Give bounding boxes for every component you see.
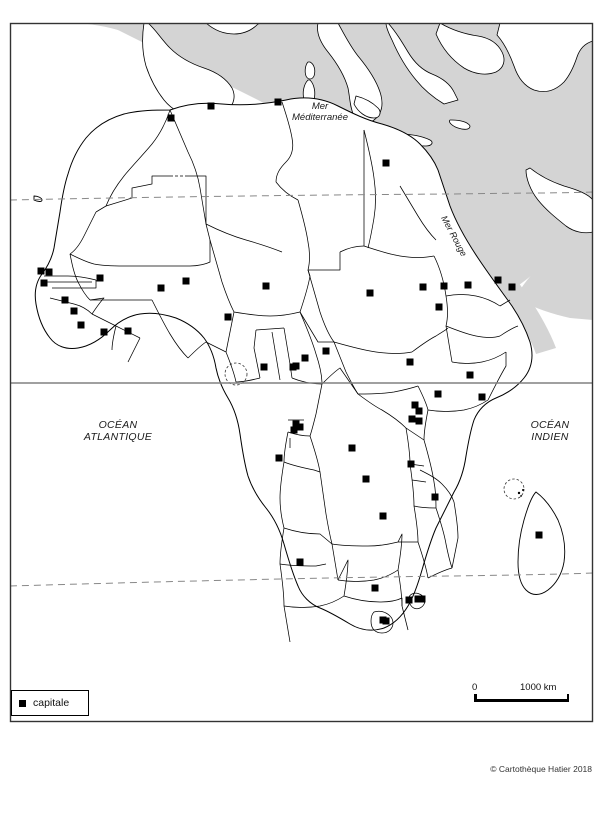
scale-tick-start: [474, 694, 477, 702]
capital-marker: [124, 327, 132, 335]
capital-marker: [415, 417, 423, 425]
copyright-credit: © Cartothèque Hatier 2018: [490, 764, 592, 774]
europe-landmass: [142, 23, 505, 147]
capital-marker: [478, 393, 486, 401]
capital-marker: [40, 279, 48, 287]
country-borders: [44, 101, 519, 643]
scale-tick-end: [566, 694, 569, 702]
capital-marker: [418, 595, 426, 603]
capital-marker: [508, 283, 516, 291]
capital-marker: [348, 444, 356, 452]
capital-marker: [322, 347, 330, 355]
capital-marker: [292, 420, 300, 428]
map-body: [10, 23, 593, 722]
capital-marker: [274, 98, 282, 106]
capital-marker: [440, 282, 448, 290]
capital-marker: [466, 371, 474, 379]
capital-marker: [406, 358, 414, 366]
capital-marker: [45, 268, 53, 276]
capital-marker: [224, 313, 232, 321]
capital-marker: [275, 454, 283, 462]
arabian-peninsula: [496, 23, 593, 234]
capital-marker: [290, 426, 298, 434]
capital-marker: [262, 282, 270, 290]
scale-min-label: 0: [472, 682, 478, 693]
tropic-of-capricorn-line: [10, 572, 593, 587]
capital-marker: [407, 460, 415, 468]
legend: capitale: [11, 690, 89, 716]
inset-circles: [224, 362, 525, 500]
scale-bar: 0 1000 km: [472, 682, 569, 706]
capital-marker: [182, 277, 190, 285]
capital-marker: [260, 363, 268, 371]
capital-markers-layer: [37, 98, 543, 625]
capital-marker: [419, 283, 427, 291]
sao-tome-inset-circle: [224, 362, 248, 386]
graticule: [10, 191, 593, 587]
capital-marker: [379, 512, 387, 520]
capital-marker: [301, 354, 309, 362]
capital-marker: [434, 390, 442, 398]
capital-marker: [37, 267, 45, 275]
capital-marker: [382, 159, 390, 167]
capital-marker: [415, 407, 423, 415]
capital-marker: [366, 289, 374, 297]
tropic-of-cancer-line: [10, 191, 593, 201]
capital-marker: [435, 303, 443, 311]
capital-marker: [362, 475, 370, 483]
islands: [33, 195, 566, 595]
capital-marker: [296, 558, 304, 566]
capital-marker: [464, 281, 472, 289]
inset-islets: [517, 489, 524, 497]
capital-marker: [379, 616, 387, 624]
capital-marker: [292, 362, 300, 370]
capital-marker: [157, 284, 165, 292]
scale-bar-line: [474, 699, 569, 702]
africa-landmass: [34, 97, 533, 631]
capital-marker: [167, 114, 175, 122]
legend-capital-label: capitale: [33, 697, 70, 709]
capital-marker: [207, 102, 215, 110]
capital-marker: [411, 401, 419, 409]
capital-marker-swatch: [19, 699, 26, 707]
capital-marker: [414, 595, 422, 603]
capital-marker: [61, 296, 69, 304]
capital-marker: [296, 423, 304, 431]
comores-inset-circle: [503, 478, 525, 500]
capital-marker: [371, 584, 379, 592]
capital-marker: [535, 531, 543, 539]
capital-marker: [100, 328, 108, 336]
map-frame: [9, 22, 594, 723]
scale-max-label: 1000 km: [520, 682, 557, 693]
capital-marker: [431, 493, 439, 501]
capital-marker: [96, 274, 104, 282]
capital-marker: [77, 321, 85, 329]
capital-marker: [408, 415, 416, 423]
capital-marker: [70, 307, 78, 315]
capital-marker: [405, 596, 413, 604]
capital-marker: [494, 276, 502, 284]
